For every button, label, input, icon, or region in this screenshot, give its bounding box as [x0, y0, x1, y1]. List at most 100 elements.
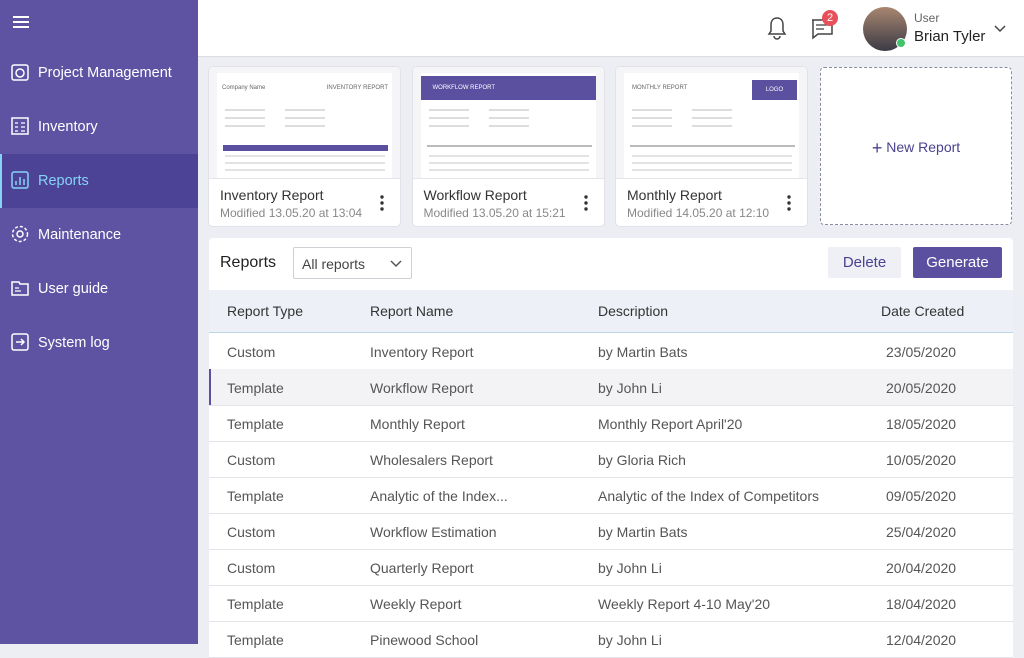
thumbnail-line — [632, 169, 792, 171]
table-cell: Wholesalers Report — [370, 452, 493, 468]
card-menu[interactable] — [380, 195, 384, 216]
table-cell: 12/04/2020 — [886, 632, 957, 648]
thumbnail: WORKFLOW REPORT — [412, 67, 604, 179]
nav-icon — [11, 117, 29, 135]
table-cell: 20/05/2020 — [886, 380, 957, 396]
thumbnail-line — [225, 155, 385, 157]
card-modified: Modified 13.05.20 at 15:21 — [423, 206, 566, 220]
online-dot — [896, 38, 906, 48]
table-cell: by John Li — [598, 380, 662, 396]
card-modified: Modified 14.05.20 at 12:10 — [627, 206, 770, 220]
nav-item[interactable]: Inventory — [0, 100, 198, 154]
card-menu[interactable] — [583, 195, 588, 216]
message-badge: 2 — [822, 10, 838, 26]
generate-button[interactable]: Generate — [913, 247, 1002, 278]
report-card[interactable]: LOGO MONTHLY REPORT Monthly Report Modified… — [616, 67, 807, 226]
table-cell: Workflow Estimation — [370, 524, 497, 540]
table-cell: Monthly Report — [370, 416, 465, 432]
thumbnail-table-rule — [426, 145, 592, 147]
table-cell: 23/05/2020 — [886, 344, 957, 360]
thumbnail-line — [285, 117, 325, 119]
thumbnail-line — [225, 169, 385, 171]
table-cell: Custom — [227, 344, 276, 360]
nav-item[interactable]: Reports — [0, 154, 198, 208]
table-cell: 18/05/2020 — [886, 416, 957, 432]
card-title: Workflow Report — [423, 187, 527, 203]
table-row[interactable]: Template Weekly Report Weekly Report 4-10 … — [209, 585, 1013, 622]
table-cell: Quarterly Report — [370, 560, 474, 576]
filter-value: All reports — [302, 256, 366, 272]
report-card[interactable]: Company Name INVENTORY REPORT Inventory Re… — [209, 67, 400, 226]
thumbnail-line — [225, 109, 265, 111]
thumbnail-line — [285, 125, 325, 127]
menu-icon[interactable] — [13, 15, 29, 29]
nav-label: Inventory — [38, 119, 98, 135]
thumbnail-logo: LOGO — [752, 80, 797, 100]
thumbnail-line — [428, 162, 589, 164]
card-title: Inventory Report — [220, 187, 324, 203]
table-row[interactable]: Template Pinewood School by John Li 12/04/2… — [209, 621, 1013, 658]
reports-panel: Reports All reports Delete Generate Repo… — [209, 238, 1013, 658]
delete-button[interactable]: Delete — [828, 247, 901, 278]
table-row[interactable]: Custom Quarterly Report by John Li 20/04/20… — [209, 549, 1013, 586]
thumbnail-line — [285, 109, 325, 111]
thumbnail-page: LOGO MONTHLY REPORT — [624, 73, 799, 178]
table-cell: Template — [227, 488, 284, 504]
table-row[interactable]: Custom Inventory Report by Martin Bats 23/0… — [209, 333, 1013, 370]
nav-item[interactable]: User guide — [0, 262, 198, 316]
report-card[interactable]: WORKFLOW REPORT Workflow Report Modified 1… — [412, 67, 604, 226]
user-name: Brian Tyler — [914, 28, 986, 45]
table-cell: by John Li — [598, 560, 662, 576]
nav-icon — [11, 225, 29, 243]
table-row[interactable]: Template Monthly Report Monthly Report Apr… — [209, 405, 1013, 442]
panel-title: Reports — [220, 254, 277, 271]
thumbnail: LOGO MONTHLY REPORT — [616, 67, 807, 179]
thumbnail-line — [488, 109, 529, 111]
kebab-icon — [787, 195, 791, 211]
thumbnail-heading: INVENTORY REPORT — [326, 85, 388, 91]
nav-item[interactable]: Project Management — [0, 46, 198, 100]
card-menu[interactable] — [787, 195, 791, 216]
table-row[interactable]: Template Workflow Report by John Li 20/05/2… — [209, 369, 1013, 406]
thumbnail-line — [488, 117, 529, 119]
table-cell: Template — [227, 596, 284, 612]
table-cell: Analytic of the Index... — [370, 488, 508, 504]
nav-item[interactable]: Maintenance — [0, 208, 198, 262]
top-bar: 2 User Brian Tyler — [198, 0, 1024, 57]
table-cell: Weekly Report 4-10 May'20 — [598, 596, 771, 612]
filter-dropdown[interactable]: All reports — [293, 247, 412, 279]
kebab-icon — [583, 195, 588, 211]
nav-label: User guide — [38, 281, 109, 297]
user-menu-chevron[interactable] — [994, 25, 1006, 33]
nav-item[interactable]: System log — [0, 316, 198, 370]
card-title: Monthly Report — [627, 187, 722, 203]
notifications-icon[interactable] — [766, 16, 788, 40]
nav-label: System log — [38, 335, 110, 351]
kebab-icon — [380, 195, 384, 211]
table-cell: Workflow Report — [370, 380, 474, 396]
table-row[interactable]: Custom Wholesalers Report by Gloria Rich 10… — [209, 441, 1013, 478]
table-row[interactable]: Custom Workflow Estimation by Martin Bats 2… — [209, 513, 1013, 550]
column-header: Report Name — [370, 303, 454, 319]
table-cell: Monthly Report April'20 — [598, 416, 743, 432]
table-cell: by John Li — [598, 632, 662, 648]
thumbnail-line — [225, 162, 385, 164]
user-role: User — [914, 11, 940, 25]
thumbnail-page: WORKFLOW REPORT — [420, 73, 596, 178]
thumbnail: Company Name INVENTORY REPORT — [209, 67, 400, 179]
new-report-card[interactable]: + New Report — [820, 67, 1012, 225]
thumbnail-line — [692, 117, 732, 119]
thumbnail-line — [692, 109, 732, 111]
thumbnail-line — [632, 117, 672, 119]
thumbnail-line — [428, 155, 589, 157]
thumbnail-table-rule — [630, 145, 795, 147]
table-cell: 20/04/2020 — [886, 560, 957, 576]
table-cell: Custom — [227, 452, 276, 468]
table-row[interactable]: Template Analytic of the Index... Analytic… — [209, 477, 1013, 514]
thumbnail-company: Company Name — [222, 85, 266, 91]
table-cell: Analytic of the Index of Competitors — [598, 488, 819, 504]
table-header: Report Type Report Name Description Date Cr… — [209, 290, 1013, 333]
thumbnail-line — [225, 117, 265, 119]
thumbnail-line — [428, 109, 469, 111]
table-cell: by Gloria Rich — [598, 452, 686, 468]
